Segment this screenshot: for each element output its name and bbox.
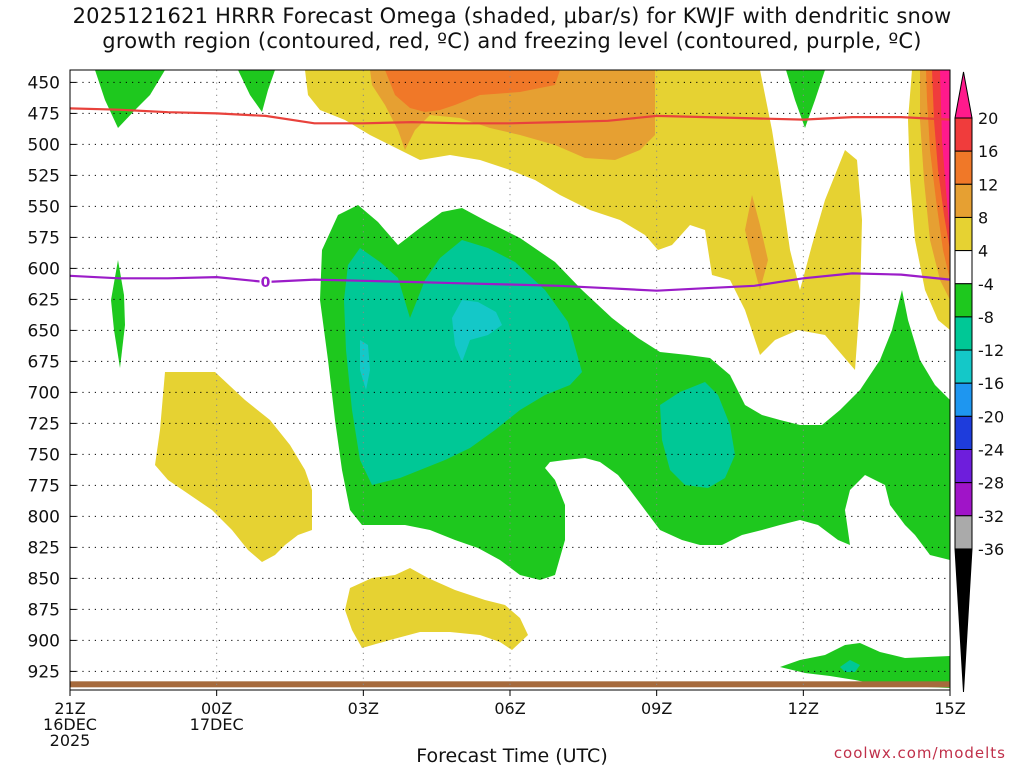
y-tick-label-725: 725: [28, 414, 60, 434]
omega-region-negative-spike: [111, 260, 125, 368]
x-tick-label-12Z: 12Z: [788, 699, 819, 718]
omega-region-positive-4: [305, 70, 862, 370]
y-axis: 450 475 500 525 550 575 600 625 650 675 700 725 750 7…: [28, 73, 76, 682]
colorbar-segment--4: [954, 283, 973, 318]
colorbar-segment--12: [954, 349, 973, 384]
y-tick-label-825: 825: [28, 538, 60, 558]
y-tick-label-625: 625: [28, 290, 60, 310]
colorbar-label-4: 4: [978, 242, 988, 261]
omega-region-negative-8: [344, 240, 582, 485]
colorbar-segment-bottom: [954, 548, 973, 693]
colorbar-label-20: 20: [978, 109, 998, 128]
x-tick-label-21Z: 21Z: [54, 699, 85, 718]
colorbar-label-12: 12: [978, 175, 998, 194]
y-tick-label-900: 900: [28, 631, 60, 651]
colorbar-segment--28: [954, 482, 973, 517]
omega-region-negative-bottom-right-8: [840, 660, 860, 672]
omega-region-positive-8-small: [745, 195, 768, 290]
omega-region-negative-12-b: [360, 340, 370, 390]
colorbar-segment-20: [954, 117, 973, 152]
freezing-level-label-text: 0: [261, 275, 271, 291]
y-tick-label-650: 650: [28, 321, 60, 341]
colorbar-segment-top: [954, 71, 973, 119]
omega-region-positive-lower-left: [155, 372, 312, 562]
x-tick-label-15Z: 15Z: [934, 699, 965, 718]
y-tick-label-525: 525: [28, 166, 60, 186]
colorbar-segment-16: [954, 150, 973, 185]
colorbar-label--24: -24: [978, 441, 1004, 460]
y-tick-label-775: 775: [28, 476, 60, 496]
colorbar-label--12: -12: [978, 341, 1004, 360]
y-tick-label-475: 475: [28, 104, 60, 124]
colorbar-label-8: 8: [978, 208, 988, 227]
omega-region-negative-top-small: [238, 70, 275, 112]
colorbar-segment--16: [954, 382, 973, 417]
y-tick-label-675: 675: [28, 352, 60, 372]
credit-text: coolwx.com/modelts: [833, 744, 1006, 762]
y-tick-label-450: 450: [28, 73, 60, 93]
omega-region-negative-12: [452, 300, 502, 362]
freezing-level-contour: [69, 272, 951, 292]
colorbar-segment--24: [954, 449, 973, 484]
x-tick-label-16DEC: 16DEC: [43, 715, 97, 734]
colorbar-segment-12: [954, 183, 973, 218]
omega-region-negative-top-right: [786, 70, 825, 128]
omega-region-negative-top-left: [95, 70, 165, 128]
y-tick-label-550: 550: [28, 197, 60, 217]
y-tick-label-700: 700: [28, 383, 60, 403]
y-tick-label-850: 850: [28, 569, 60, 589]
colorbar-label--8: -8: [978, 308, 994, 327]
colorbar-label--16: -16: [978, 374, 1004, 393]
y-tick-label-600: 600: [28, 259, 60, 279]
colorbar-label--32: -32: [978, 507, 1004, 526]
omega-region-positive-12: [385, 70, 560, 112]
y-tick-label-925: 925: [28, 662, 60, 682]
x-tick-label-00Z: 00Z: [201, 699, 232, 718]
dendritic-zone-contour: [69, 107, 951, 125]
x-tick-label-2025: 2025: [50, 731, 91, 750]
freezing-level-label-bg: [259, 273, 272, 290]
colorbar-label-16: 16: [978, 142, 998, 161]
colorbar-label--28: -28: [978, 474, 1004, 493]
y-tick-label-500: 500: [28, 135, 60, 155]
colorbar-segment--8: [954, 316, 973, 351]
chart-title-line-1: 2025121621 HRRR Forecast Omega (shaded, …: [72, 4, 952, 28]
omega-region-right-20: [940, 70, 950, 235]
omega-region-negative-8-b: [660, 382, 735, 488]
y-tick-label-800: 800: [28, 507, 60, 527]
chart-title-line-2: growth region (contoured, red, ºC) and f…: [102, 29, 922, 53]
colorbar: 20 16 12 8 4 -4 -8 -12 -16 -20 -24 -28 -32 -36: [954, 71, 1004, 693]
colorbar-label--36: -36: [978, 540, 1004, 559]
colorbar-segment-4: [954, 250, 973, 285]
x-axis-label: Forecast Time (UTC): [416, 745, 608, 767]
y-tick-label-875: 875: [28, 600, 60, 620]
grid-lines: [70, 70, 950, 690]
chart-title: 2025121621 HRRR Forecast Omega (shaded, …: [0, 4, 1024, 54]
x-tick-label-17DEC: 17DEC: [190, 715, 244, 734]
colorbar-label--4: -4: [978, 275, 994, 294]
y-tick-label-575: 575: [28, 228, 60, 248]
x-tick-label-03Z: 03Z: [348, 699, 379, 718]
colorbar-label--20: -20: [978, 407, 1004, 426]
x-tick-label-09Z: 09Z: [641, 699, 672, 718]
y-tick-label-750: 750: [28, 445, 60, 465]
omega-region-negative-bottom-right: [780, 643, 950, 688]
freezing-level-label: 0: [259, 273, 272, 291]
colorbar-segment--32: [954, 515, 973, 550]
colorbar-segment-8: [954, 216, 973, 252]
colorbar-segment--20: [954, 415, 973, 451]
x-tick-label-06Z: 06Z: [494, 699, 525, 718]
